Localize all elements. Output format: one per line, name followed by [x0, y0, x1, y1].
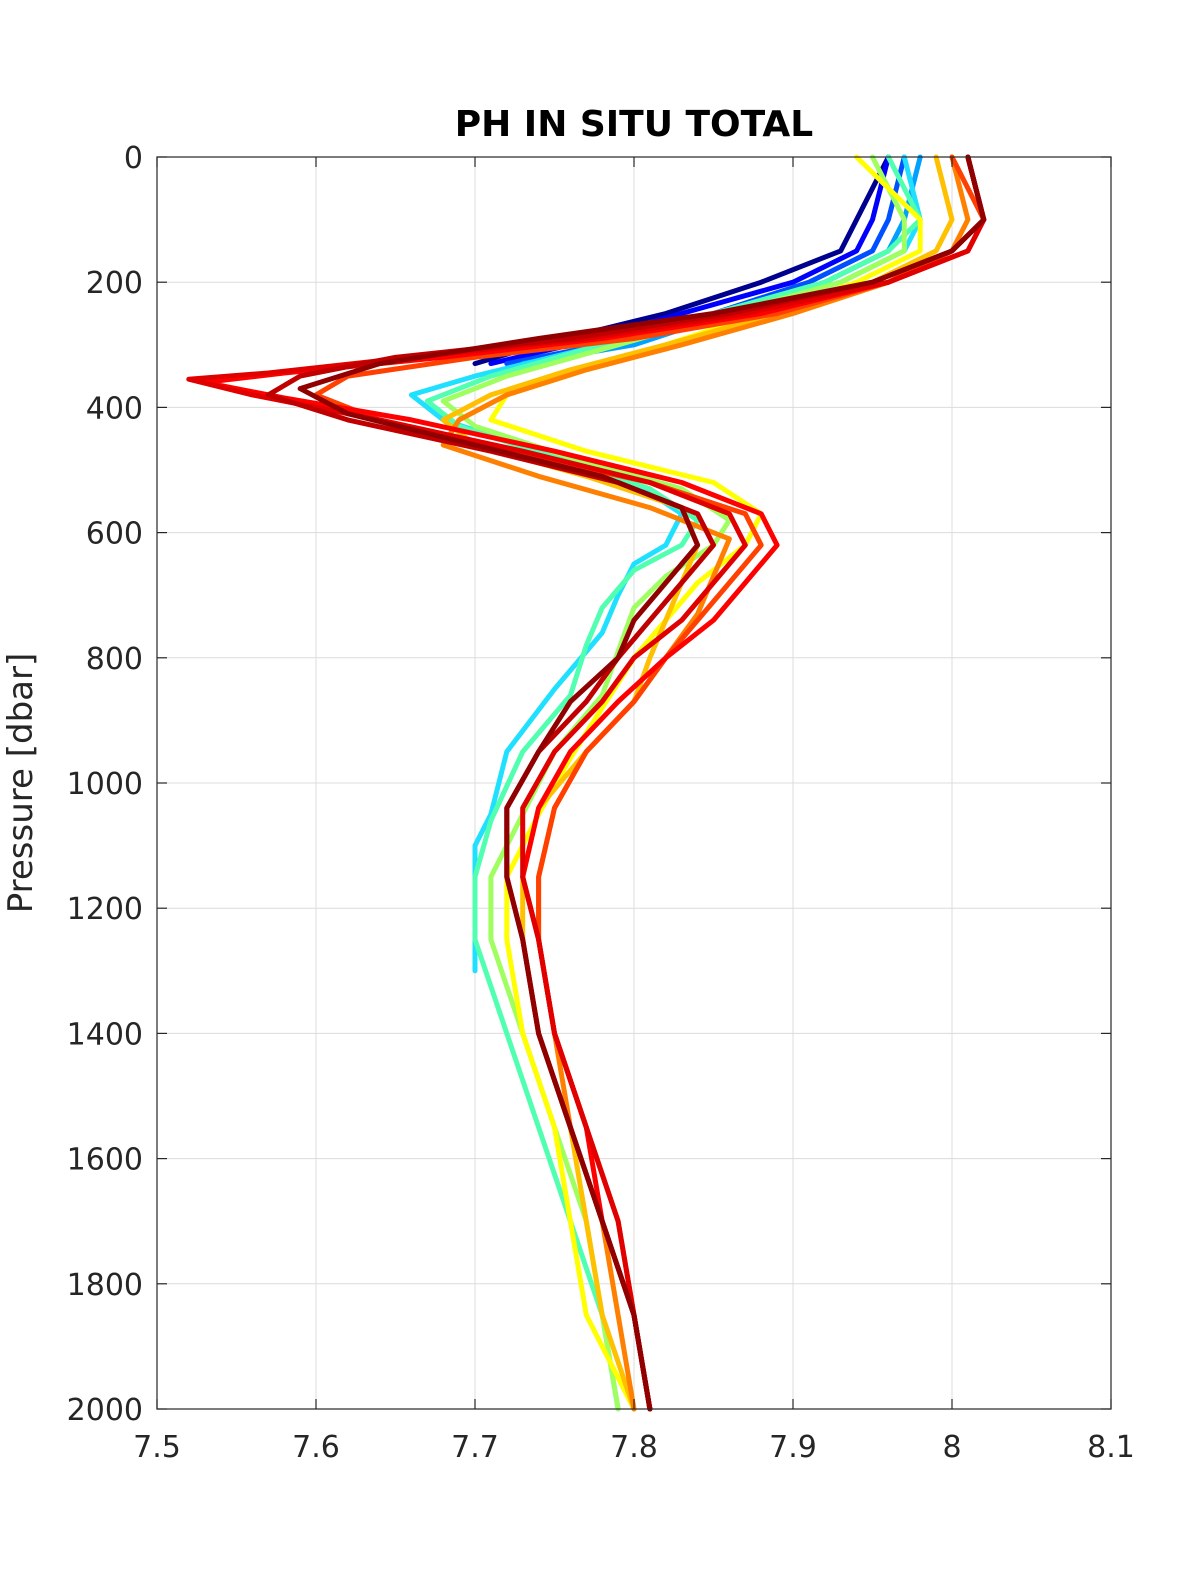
y-tick-label: 200 — [86, 266, 143, 301]
y-tick-label: 1600 — [67, 1143, 143, 1178]
y-tick-label: 1200 — [67, 892, 143, 927]
tick-marks — [156, 156, 1112, 1410]
y-tick-label: 2000 — [67, 1393, 143, 1428]
x-tick-label: 7.7 — [451, 1430, 499, 1465]
x-tick-label: 7.9 — [769, 1430, 817, 1465]
y-tick-labels: 0 200 400 600 800 1000 1200 1400 1600 1800 2000 — [67, 141, 143, 1428]
y-tick-label: 600 — [86, 517, 143, 552]
y-tick-label: 1000 — [67, 767, 143, 802]
y-tick-label: 800 — [86, 642, 143, 677]
x-tick-label: 8 — [942, 1430, 961, 1465]
x-tick-label: 7.6 — [292, 1430, 340, 1465]
y-tick-label: 1800 — [67, 1268, 143, 1303]
y-axis-label: Pressure [dbar] — [1, 653, 41, 914]
x-tick-label: 8.1 — [1087, 1430, 1135, 1465]
series-layer — [186, 154, 987, 1412]
y-tick-label: 400 — [86, 391, 143, 426]
y-tick-label: 0 — [124, 141, 143, 176]
x-tick-label: 7.5 — [133, 1430, 181, 1465]
y-tick-label: 1400 — [67, 1017, 143, 1052]
profile-line-15 — [297, 154, 987, 1412]
x-tick-label: 7.8 — [610, 1430, 658, 1465]
chart-title: PH IN SITU TOTAL — [455, 104, 813, 145]
x-tick-labels: 7.5 7.6 7.7 7.8 7.9 8 8.1 — [133, 1430, 1135, 1465]
